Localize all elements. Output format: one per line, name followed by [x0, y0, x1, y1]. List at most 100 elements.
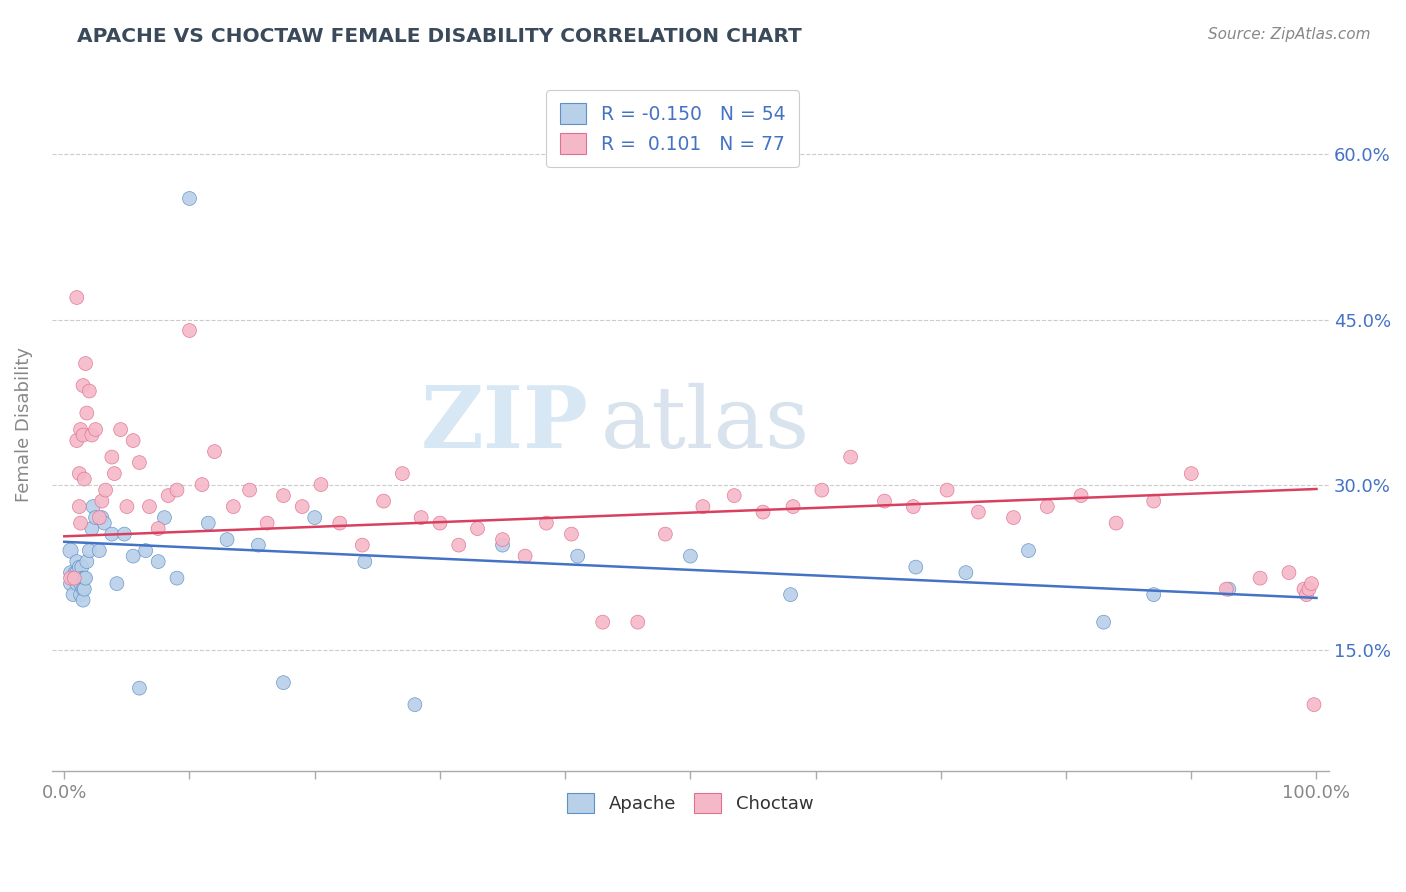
Point — [70, 571, 93, 585]
Point — [135, 543, 157, 558]
Point — [1215, 582, 1237, 596]
Point — [69, 516, 91, 530]
Point — [62, 588, 84, 602]
Point — [179, 192, 201, 206]
Point — [204, 444, 226, 458]
Point — [256, 516, 278, 530]
Point — [627, 615, 650, 629]
Point — [59, 566, 82, 580]
Point — [105, 576, 128, 591]
Point — [692, 500, 714, 514]
Point — [560, 527, 582, 541]
Point — [723, 489, 745, 503]
Point — [122, 549, 145, 563]
Point — [536, 516, 558, 530]
Point — [63, 566, 86, 580]
Point — [73, 472, 96, 486]
Point — [1017, 543, 1039, 558]
Point — [76, 406, 98, 420]
Point — [429, 516, 451, 530]
Point — [69, 576, 91, 591]
Point — [110, 423, 132, 437]
Point — [90, 510, 112, 524]
Point — [148, 522, 170, 536]
Point — [191, 477, 214, 491]
Point — [491, 538, 513, 552]
Point — [103, 467, 125, 481]
Text: ZIP: ZIP — [420, 382, 588, 466]
Point — [128, 681, 150, 695]
Point — [101, 450, 124, 464]
Point — [1143, 494, 1166, 508]
Point — [1002, 510, 1025, 524]
Point — [197, 516, 219, 530]
Point — [567, 549, 589, 563]
Point — [94, 483, 117, 497]
Point — [679, 549, 702, 563]
Point — [101, 527, 124, 541]
Point — [93, 516, 115, 530]
Point — [352, 538, 374, 552]
Point — [72, 428, 94, 442]
Point — [153, 510, 176, 524]
Point — [148, 555, 170, 569]
Point — [239, 483, 262, 497]
Point — [1249, 571, 1271, 585]
Point — [1092, 615, 1115, 629]
Point — [89, 510, 111, 524]
Point — [1278, 566, 1301, 580]
Point — [215, 533, 238, 547]
Point — [79, 543, 101, 558]
Text: atlas: atlas — [600, 383, 810, 466]
Point — [411, 510, 433, 524]
Point — [66, 566, 89, 580]
Point — [166, 483, 188, 497]
Point — [84, 423, 107, 437]
Point — [329, 516, 352, 530]
Point — [72, 593, 94, 607]
Point — [1292, 582, 1315, 596]
Point — [782, 500, 804, 514]
Point — [967, 505, 990, 519]
Point — [112, 527, 135, 541]
Point — [138, 500, 160, 514]
Point — [82, 500, 104, 514]
Point — [904, 560, 927, 574]
Point — [69, 588, 91, 602]
Point — [67, 500, 90, 514]
Text: APACHE VS CHOCTAW FEMALE DISABILITY CORRELATION CHART: APACHE VS CHOCTAW FEMALE DISABILITY CORR… — [77, 27, 801, 45]
Point — [247, 538, 270, 552]
Point — [447, 538, 470, 552]
Point — [115, 500, 138, 514]
Point — [467, 522, 489, 536]
Point — [122, 434, 145, 448]
Point — [66, 434, 89, 448]
Point — [291, 500, 314, 514]
Point — [66, 576, 89, 591]
Point — [73, 571, 96, 585]
Point — [491, 533, 513, 547]
Point — [79, 384, 101, 398]
Point — [59, 576, 82, 591]
Legend: Apache, Choctaw: Apache, Choctaw — [557, 782, 824, 824]
Point — [839, 450, 862, 464]
Point — [811, 483, 834, 497]
Point — [157, 489, 180, 503]
Point — [1295, 588, 1317, 602]
Point — [72, 378, 94, 392]
Point — [903, 500, 925, 514]
Point — [66, 555, 89, 569]
Point — [73, 582, 96, 596]
Point — [936, 483, 959, 497]
Point — [1298, 582, 1320, 596]
Point — [75, 571, 97, 585]
Point — [166, 571, 188, 585]
Point — [80, 428, 103, 442]
Point — [222, 500, 245, 514]
Point — [80, 522, 103, 536]
Point — [1303, 698, 1326, 712]
Point — [309, 477, 332, 491]
Point — [179, 324, 201, 338]
Point — [59, 543, 82, 558]
Point — [89, 543, 111, 558]
